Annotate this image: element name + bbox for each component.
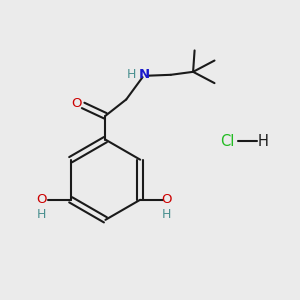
Text: H: H (127, 68, 136, 81)
Text: O: O (71, 98, 82, 110)
Text: O: O (161, 193, 171, 206)
Text: N: N (139, 68, 150, 81)
Text: Cl: Cl (220, 134, 235, 148)
Text: H: H (37, 208, 46, 220)
Text: H: H (161, 208, 171, 220)
Text: O: O (37, 193, 47, 206)
Text: H: H (257, 134, 268, 148)
